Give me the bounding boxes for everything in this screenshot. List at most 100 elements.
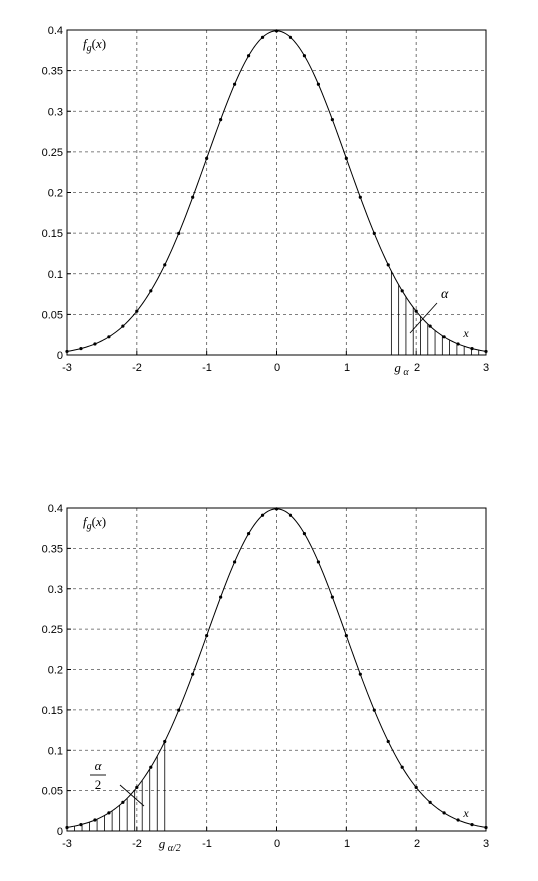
data-point: [456, 818, 460, 822]
critical-value-label: g α/2: [159, 836, 181, 854]
data-point: [135, 309, 139, 313]
data-point: [428, 324, 432, 328]
data-point: [177, 231, 181, 235]
data-point: [121, 800, 125, 804]
y-tick-label: 0.3: [48, 106, 63, 118]
data-point: [260, 513, 265, 517]
y-tick-label: 0.05: [42, 309, 63, 321]
chart-2: 0 0.05 0.1 0.15 0.2 0.25 0.3 0.35 0.4 -3 -2 -1 0 1 2 3 f…: [42, 503, 489, 854]
alpha-half-denominator: 2: [95, 777, 102, 792]
x-tick-label: 1: [344, 362, 350, 374]
y-tick-label: 0.25: [42, 147, 63, 159]
y-tick-label: 0.35: [42, 543, 63, 555]
x-tick-label: -2: [132, 838, 142, 850]
data-point: [316, 82, 320, 86]
y-tick-label: 0.1: [48, 269, 63, 281]
data-point: [149, 765, 153, 769]
data-point: [372, 231, 376, 235]
data-point: [358, 672, 362, 676]
data-point: [302, 54, 307, 58]
data-point: [288, 35, 293, 39]
y-tick-label: 0.4: [48, 25, 63, 37]
data-point: [344, 156, 348, 160]
x-tick-label: 3: [483, 838, 489, 850]
critical-value-label: g α: [394, 360, 409, 378]
data-point: [191, 672, 195, 676]
x-tick-label: -3: [62, 362, 72, 374]
y-tick-label: 0.05: [42, 786, 63, 798]
data-point: [442, 811, 446, 815]
data-point: [79, 346, 83, 351]
data-point: [205, 633, 209, 638]
data-point: [121, 324, 125, 328]
y-tick-label: 0.35: [42, 66, 63, 78]
data-point: [79, 823, 83, 827]
y-tick-label: 0.3: [48, 584, 63, 596]
y-tick-label: 0.1: [48, 745, 63, 757]
x-tick-label: -1: [202, 838, 212, 850]
data-point: [219, 595, 223, 599]
x-tick-label: 0: [274, 362, 280, 374]
data-point: [246, 54, 251, 58]
data-point: [177, 708, 181, 712]
data-point: [163, 263, 167, 267]
chart-1: 0 0.05 0.1 0.15 0.2 0.25 0.3 0.35 0.4 -3 -2 -1 0 1 2 3 f…: [42, 25, 489, 378]
data-point: [107, 335, 111, 339]
data-point: [330, 118, 334, 122]
y-tick-label: 0.2: [48, 665, 63, 677]
x-tick-label: 2: [414, 362, 420, 374]
data-point: [219, 118, 223, 122]
data-point: [330, 595, 334, 599]
x-tick-label: 0: [274, 838, 280, 850]
data-point: [149, 289, 153, 293]
function-label: fg(x): [83, 36, 106, 54]
y-tick-label: 0: [57, 826, 63, 838]
data-point: [372, 708, 376, 712]
data-point: [470, 823, 474, 827]
data-point: [344, 633, 348, 638]
data-point: [107, 811, 111, 815]
y-tick-label: 0.15: [42, 705, 63, 717]
y-tick-label: 0.4: [48, 503, 63, 515]
data-point: [470, 346, 474, 351]
y-tick-label: 0.2: [48, 188, 63, 200]
x-tick-label: -2: [132, 362, 142, 374]
data-point: [358, 195, 362, 199]
data-point: [260, 35, 265, 39]
x-tick-label: 2: [414, 838, 420, 850]
x-axis-label: x: [462, 806, 469, 820]
data-point: [288, 513, 293, 517]
data-point: [400, 289, 404, 293]
data-point: [163, 739, 167, 744]
x-tick-label: 3: [483, 362, 489, 374]
data-point: [233, 560, 237, 564]
data-point: [400, 765, 404, 769]
data-point: [93, 342, 97, 346]
data-point: [428, 800, 432, 804]
data-point: [386, 263, 390, 267]
alpha-annotation: α: [441, 287, 449, 302]
data-point: [135, 785, 139, 789]
x-tick-label: -1: [202, 362, 212, 374]
y-tick-label: 0.25: [42, 624, 63, 636]
data-point: [386, 739, 390, 744]
data-point: [456, 342, 460, 346]
data-point: [414, 309, 418, 313]
y-tick-label: 0: [57, 350, 63, 362]
data-point: [442, 335, 446, 339]
alpha-half-numerator: α: [95, 758, 103, 773]
data-point: [414, 785, 418, 789]
data-point: [93, 818, 97, 822]
data-point: [302, 531, 307, 536]
x-axis-label: x: [462, 326, 469, 340]
x-tick-label: 1: [344, 838, 350, 850]
data-point: [205, 156, 209, 160]
data-point: [316, 560, 320, 564]
data-point: [233, 82, 237, 86]
function-label: fg(x): [83, 514, 106, 532]
annotation-pointer: [409, 302, 438, 334]
data-point: [246, 531, 251, 536]
x-tick-label: -3: [62, 838, 72, 850]
y-tick-label: 0.15: [42, 228, 63, 240]
